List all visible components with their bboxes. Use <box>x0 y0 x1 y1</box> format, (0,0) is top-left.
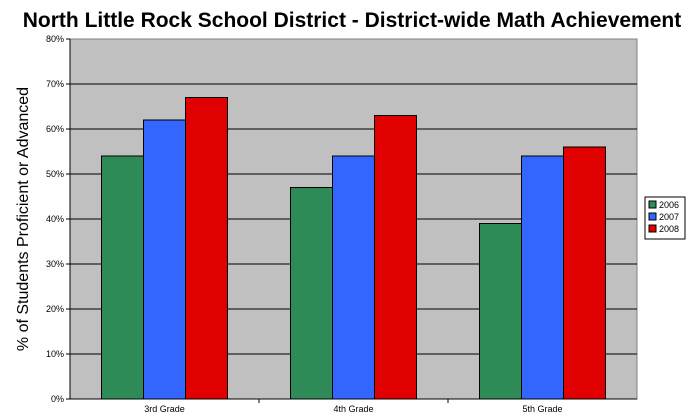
legend: 2006 2007 2008 <box>644 196 686 240</box>
y-axis-label: % of Students Proficient or Advanced <box>15 87 32 351</box>
y-axis-ticks: 0% 10% 20% 30% 40% 50% 60% 70% 80% <box>46 34 70 404</box>
legend-label: 2007 <box>659 212 679 222</box>
bar-2006-4th-grade <box>290 187 333 400</box>
chart-title: North Little Rock School District - Dist… <box>23 9 681 32</box>
legend-swatch <box>648 200 657 209</box>
y-tick-label: 0% <box>51 394 64 404</box>
bar-2006-5th-grade <box>479 223 522 400</box>
bar-2008-4th-grade <box>374 115 417 400</box>
y-tick-label: 70% <box>46 79 64 89</box>
legend-label: 2008 <box>659 224 679 234</box>
y-tick-label: 60% <box>46 124 64 134</box>
x-tick-label: 3rd Grade <box>144 404 185 414</box>
y-tick-label: 10% <box>46 349 64 359</box>
y-tick-label: 40% <box>46 214 64 224</box>
bar-2008-5th-grade <box>563 146 606 400</box>
bar-2007-5th-grade <box>521 155 564 400</box>
y-tick-label: 50% <box>46 169 64 179</box>
y-tick-label: 20% <box>46 304 64 314</box>
legend-swatch <box>648 224 657 233</box>
legend-swatch <box>648 212 657 221</box>
x-tick-label: 4th Grade <box>333 404 373 414</box>
bar-2006-3rd-grade <box>101 155 144 400</box>
bars <box>101 97 606 400</box>
y-tick-label: 80% <box>46 34 64 44</box>
bar-2007-4th-grade <box>332 155 375 400</box>
legend-label: 2006 <box>659 200 679 210</box>
bar-2007-3rd-grade <box>143 119 186 400</box>
x-axis-ticks: 3rd Grade 4th Grade 5th Grade <box>144 399 563 414</box>
y-tick-label: 30% <box>46 259 64 269</box>
bar-2008-3rd-grade <box>185 97 228 400</box>
x-tick-label: 5th Grade <box>522 404 562 414</box>
